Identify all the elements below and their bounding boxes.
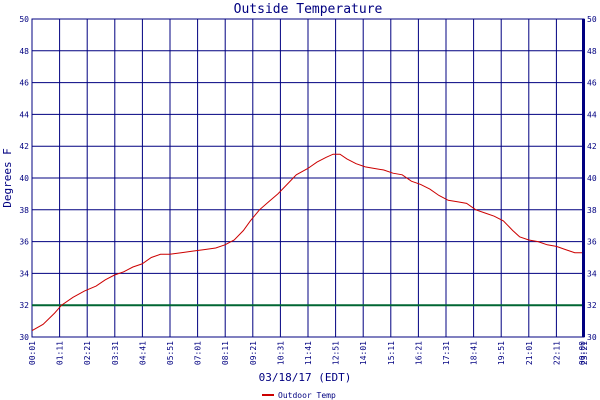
- y-tick-label: 42: [19, 142, 29, 151]
- x-tick-label: 08:11: [221, 341, 230, 365]
- y-tick-label: 46: [19, 79, 29, 88]
- x-tick-labels: 00:01 01:11 02:21 03:31 04:41 05:51 07:01 08:11…: [28, 341, 589, 365]
- x-tick-label: 14:01: [359, 341, 368, 365]
- y-tick-label-right: 46: [587, 79, 597, 88]
- legend-label-outdoor-temp: Outdoor Temp: [278, 391, 336, 400]
- y-tick-label: 34: [19, 269, 29, 278]
- x-tick-label: 03:31: [111, 341, 120, 365]
- y-tick-label-right: 50: [587, 15, 597, 24]
- right-axis-bar: [582, 19, 585, 337]
- x-tick-label: 18:41: [470, 341, 479, 365]
- y-tick-label: 40: [19, 174, 29, 183]
- series-line-outdoor-temp: [31, 153, 584, 332]
- x-tick-label: 16:21: [414, 341, 423, 365]
- x-tick-label: 05:51: [166, 341, 175, 365]
- y-tick-labels-right: 30 32 34 36 38 40 42 44 46 48 50: [587, 15, 597, 342]
- x-tick-label: 15:11: [387, 341, 396, 365]
- y-tick-label: 32: [19, 301, 29, 310]
- y-tick-label-right: 48: [587, 47, 597, 56]
- x-tick-label: 11:41: [304, 341, 313, 365]
- y-tick-label-right: 30: [587, 333, 597, 342]
- x-tick-label: 00:00: [578, 341, 587, 365]
- x-tick-label: 17:31: [442, 341, 451, 365]
- y-tick-labels-left: 30 32 34 36 38 40 42 44 46 48 50: [19, 15, 29, 342]
- y-tick-label: 50: [19, 15, 29, 24]
- y-tick-label-right: 32: [587, 301, 597, 310]
- x-tick-label: 00:01: [28, 341, 37, 365]
- x-tick-label: 01:11: [56, 341, 65, 365]
- x-tick-label: 21:01: [525, 341, 534, 365]
- x-tick-label: 10:31: [276, 341, 285, 365]
- y-tick-label-right: 34: [587, 269, 597, 278]
- x-tick-label: 19:51: [497, 341, 506, 365]
- x-tick-label: 04:41: [138, 341, 147, 365]
- y-tick-label: 44: [19, 110, 29, 119]
- y-tick-label: 48: [19, 47, 29, 56]
- x-tick-label: 12:51: [332, 341, 341, 365]
- y-tick-label: 38: [19, 206, 29, 215]
- y-tick-label: 30: [19, 333, 29, 342]
- chart-title: Outside Temperature: [234, 2, 383, 17]
- x-tick-label: 09:21: [249, 341, 258, 365]
- y-tick-label-right: 44: [587, 110, 597, 119]
- y-tick-label-right: 42: [587, 142, 597, 151]
- x-tick-label: 23:21: [580, 341, 589, 365]
- x-axis-label: 03/18/17 (EDT): [259, 371, 352, 384]
- x-tick-label: 07:01: [194, 341, 203, 365]
- y-tick-label-right: 36: [587, 238, 597, 247]
- y-tick-label: 36: [19, 238, 29, 247]
- y-axis-label: Degrees F: [1, 148, 14, 208]
- y-tick-label-right: 38: [587, 206, 597, 215]
- y-tick-label-right: 40: [587, 174, 597, 183]
- x-tick-label: 02:21: [83, 341, 92, 365]
- x-tick-label: 22:11: [552, 341, 561, 365]
